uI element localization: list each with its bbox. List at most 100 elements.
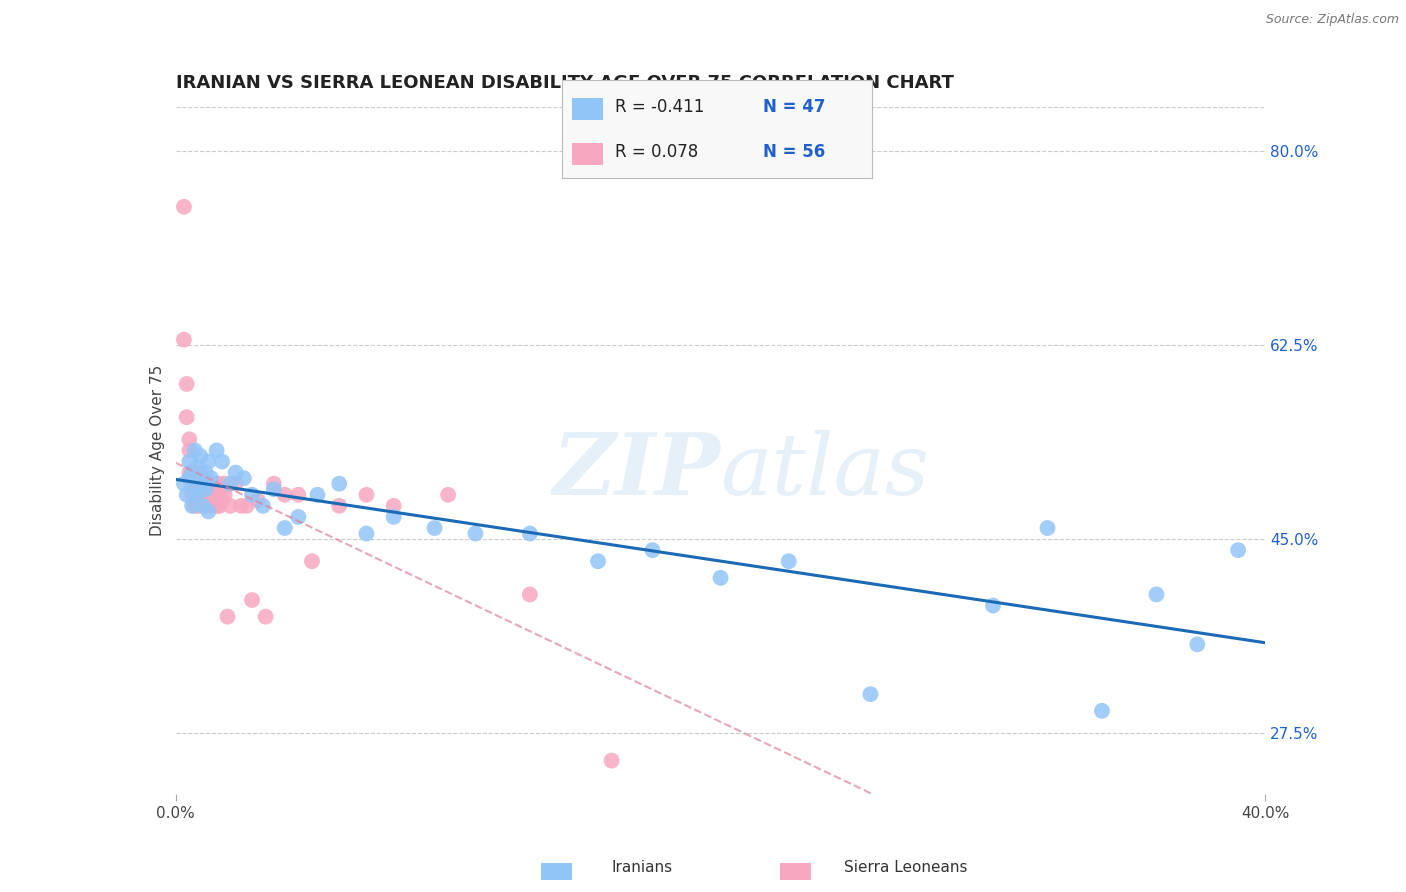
- Point: [191, 471, 214, 485]
- Point: [1036, 521, 1059, 535]
- Point: [235, 499, 257, 513]
- Point: [252, 499, 274, 513]
- Point: [1227, 543, 1250, 558]
- Point: [179, 454, 201, 468]
- Text: Iranians: Iranians: [612, 861, 672, 875]
- Point: [179, 466, 201, 480]
- Text: N = 47: N = 47: [763, 98, 825, 116]
- Point: [191, 499, 214, 513]
- Point: [232, 471, 254, 485]
- Point: [710, 571, 733, 585]
- Point: [197, 454, 219, 468]
- Point: [176, 376, 198, 391]
- Point: [214, 488, 236, 502]
- Point: [186, 499, 209, 513]
- Point: [1187, 637, 1209, 651]
- Point: [186, 476, 209, 491]
- Point: [173, 200, 195, 214]
- Point: [219, 476, 242, 491]
- Point: [287, 510, 309, 524]
- Point: [778, 554, 800, 568]
- Point: [208, 499, 231, 513]
- Point: [194, 466, 217, 480]
- Point: [200, 471, 222, 485]
- Point: [194, 476, 217, 491]
- Point: [184, 482, 207, 496]
- Point: [263, 476, 285, 491]
- Point: [184, 443, 207, 458]
- Point: [200, 476, 222, 491]
- Point: [219, 499, 242, 513]
- Point: [981, 599, 1004, 613]
- Point: [179, 443, 201, 458]
- Point: [328, 499, 350, 513]
- Text: R = -0.411: R = -0.411: [614, 98, 704, 116]
- Point: [1144, 587, 1167, 601]
- Point: [225, 476, 247, 491]
- Point: [382, 510, 405, 524]
- Point: [194, 488, 217, 502]
- Point: [328, 476, 350, 491]
- Point: [382, 499, 405, 513]
- Point: [519, 587, 541, 601]
- Point: [202, 476, 225, 491]
- Point: [211, 493, 233, 508]
- Point: [586, 554, 609, 568]
- Point: [214, 476, 236, 491]
- Text: R = 0.078: R = 0.078: [614, 143, 699, 161]
- Point: [186, 488, 209, 502]
- Point: [186, 488, 209, 502]
- Point: [173, 333, 195, 347]
- Point: [246, 493, 269, 508]
- Point: [859, 687, 882, 701]
- Point: [176, 488, 198, 502]
- Y-axis label: Disability Age Over 75: Disability Age Over 75: [149, 365, 165, 536]
- Point: [641, 543, 664, 558]
- Point: [240, 488, 263, 502]
- Point: [181, 466, 204, 480]
- Point: [188, 449, 211, 463]
- Point: [274, 488, 297, 502]
- Text: Source: ZipAtlas.com: Source: ZipAtlas.com: [1265, 13, 1399, 27]
- Point: [184, 476, 207, 491]
- Point: [307, 488, 329, 502]
- Point: [179, 433, 201, 447]
- Point: [217, 609, 239, 624]
- Point: [274, 521, 297, 535]
- Point: [423, 521, 446, 535]
- Point: [437, 488, 460, 502]
- Point: [301, 554, 323, 568]
- Point: [181, 488, 204, 502]
- Point: [464, 526, 486, 541]
- Point: [225, 466, 247, 480]
- Point: [197, 499, 219, 513]
- Point: [176, 410, 198, 425]
- Point: [179, 471, 201, 485]
- Point: [191, 499, 214, 513]
- Point: [188, 488, 211, 502]
- Point: [202, 488, 225, 502]
- Point: [184, 466, 207, 480]
- Point: [197, 504, 219, 518]
- Text: atlas: atlas: [721, 430, 929, 512]
- Bar: [572, 98, 603, 120]
- Point: [205, 488, 228, 502]
- Point: [519, 526, 541, 541]
- Point: [181, 471, 204, 485]
- Point: [173, 476, 195, 491]
- Point: [184, 499, 207, 513]
- Point: [200, 499, 222, 513]
- Point: [231, 499, 253, 513]
- Point: [181, 466, 204, 480]
- Point: [208, 476, 231, 491]
- Point: [188, 471, 211, 485]
- Point: [211, 482, 233, 496]
- Text: IRANIAN VS SIERRA LEONEAN DISABILITY AGE OVER 75 CORRELATION CHART: IRANIAN VS SIERRA LEONEAN DISABILITY AGE…: [176, 74, 953, 92]
- Point: [181, 499, 204, 513]
- Text: Sierra Leoneans: Sierra Leoneans: [844, 861, 967, 875]
- Text: N = 56: N = 56: [763, 143, 825, 161]
- Point: [1091, 704, 1114, 718]
- Point: [356, 526, 378, 541]
- Point: [194, 482, 217, 496]
- Point: [197, 488, 219, 502]
